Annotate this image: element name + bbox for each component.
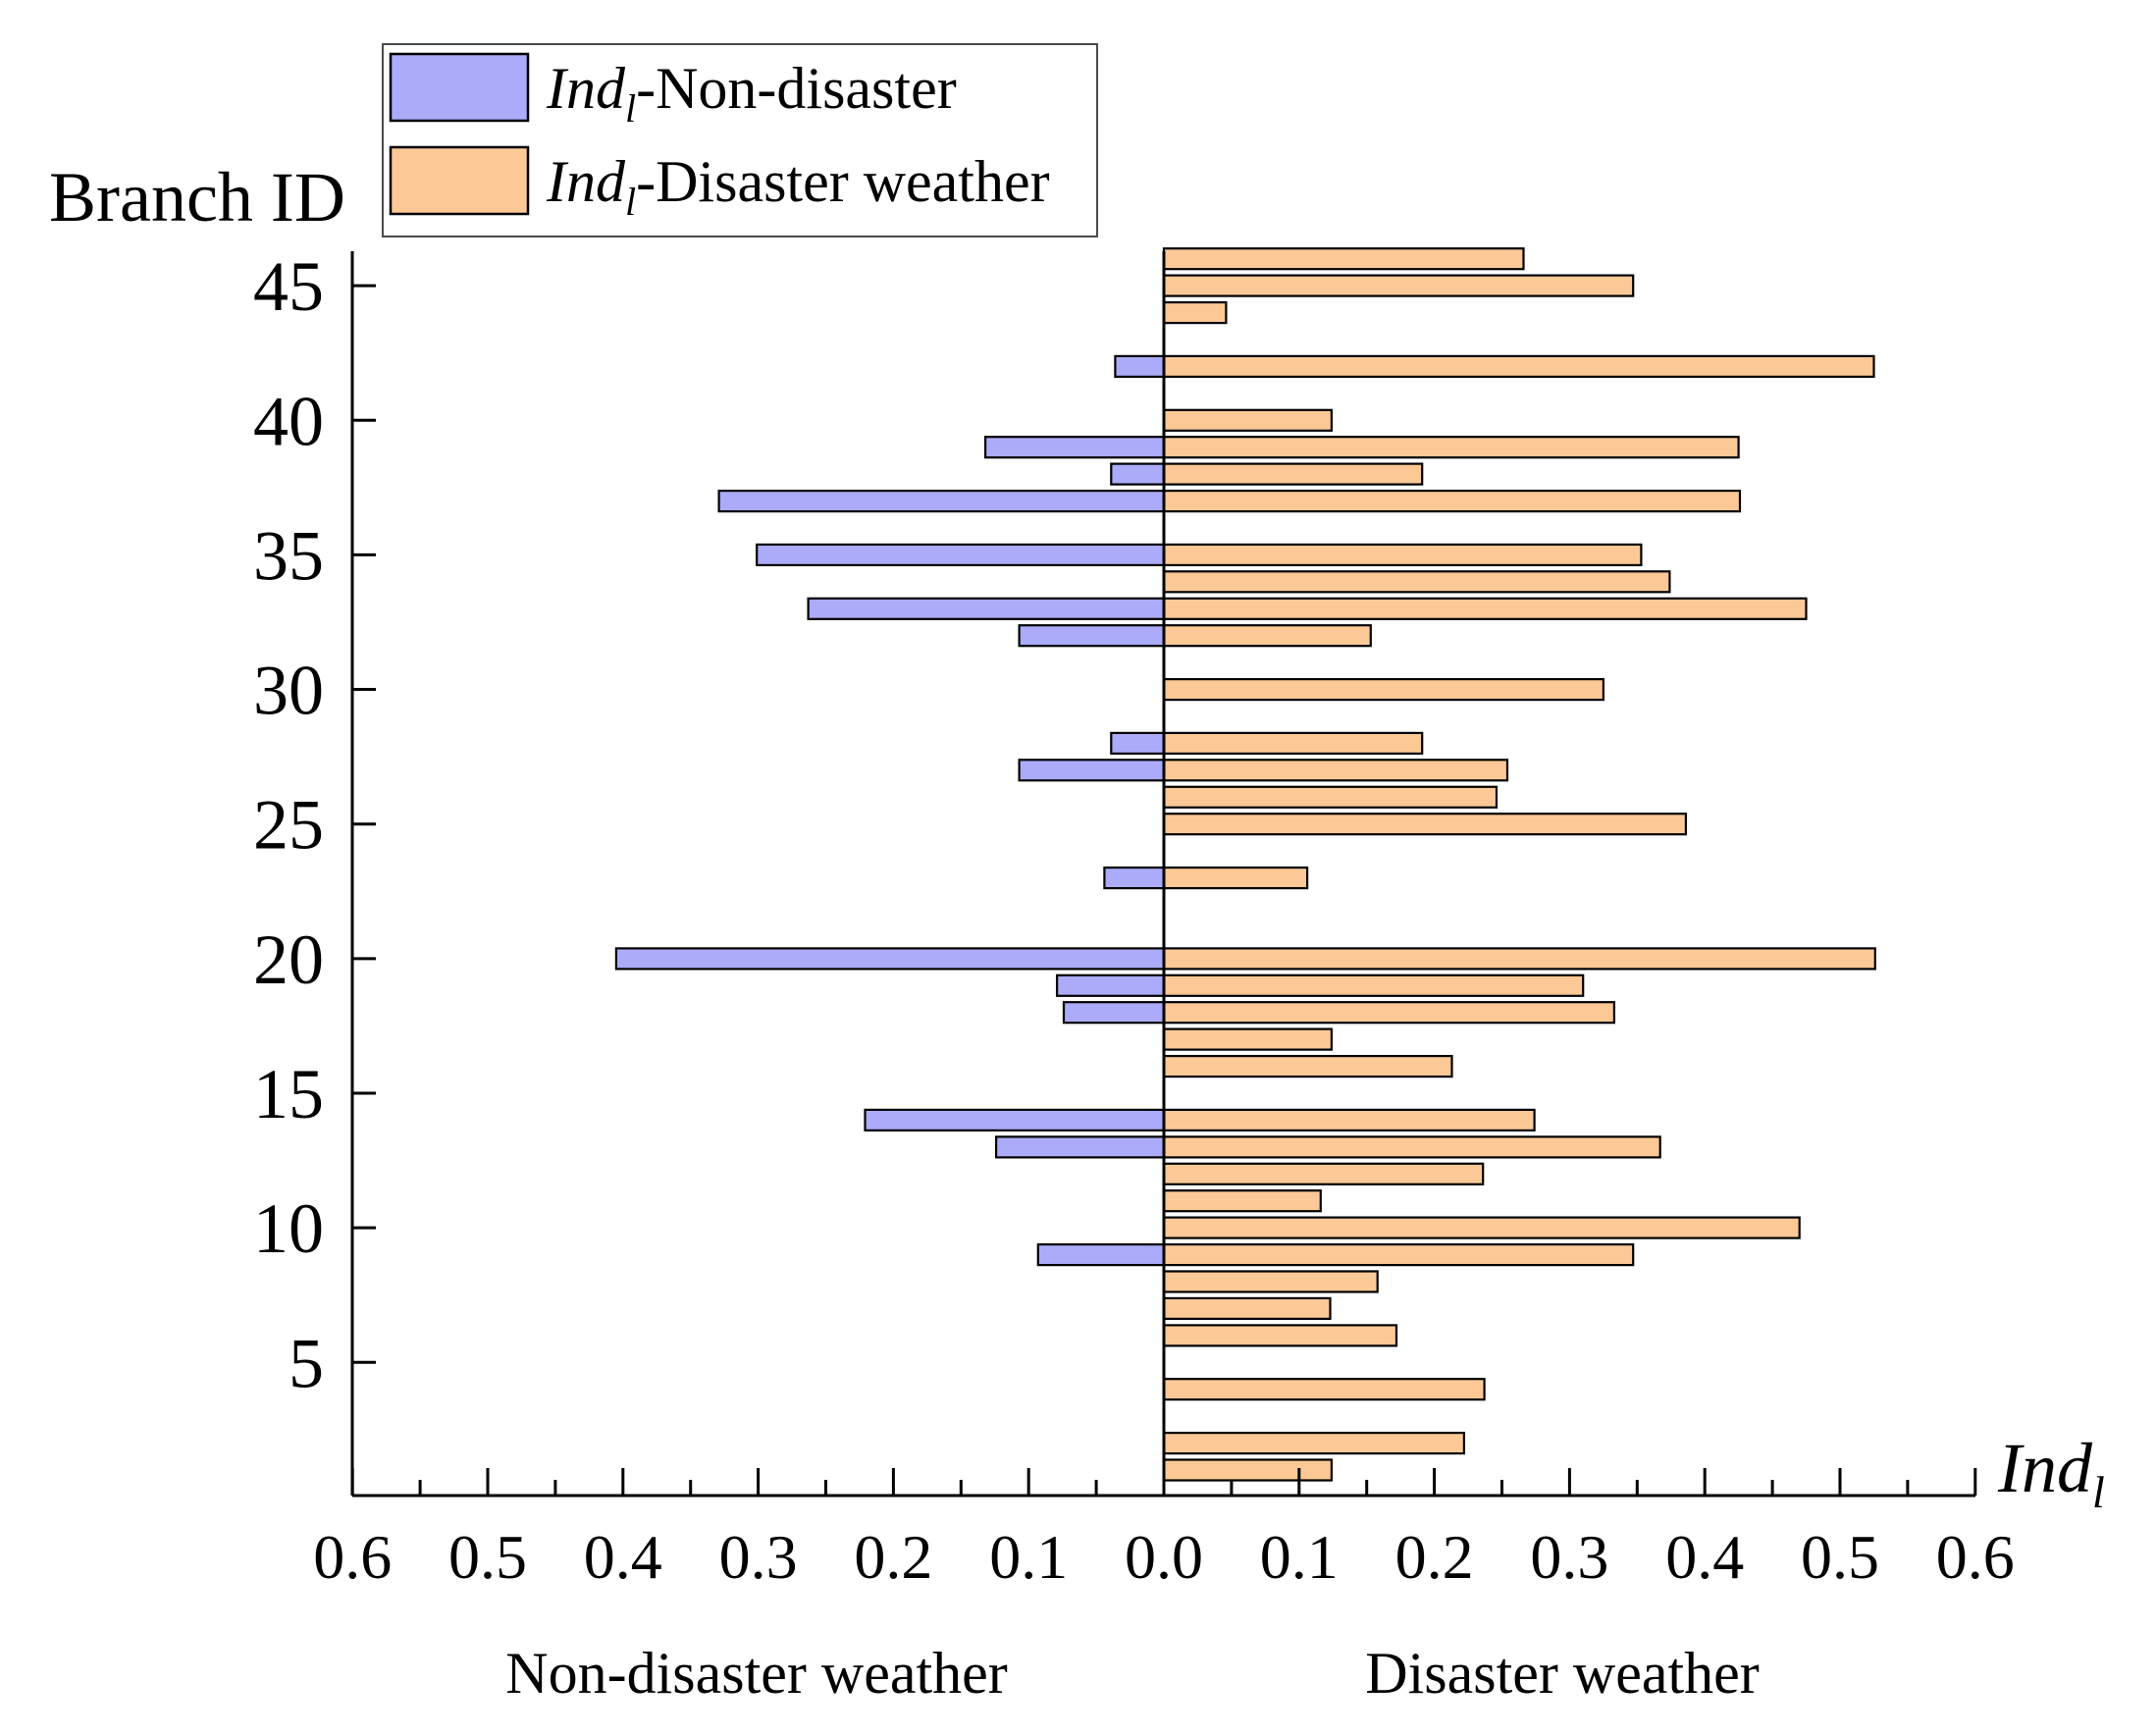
bar-disaster-38: [1162, 462, 1424, 486]
x-axis-title-sub: l: [2092, 1467, 2105, 1517]
bar-non-disaster-20: [614, 947, 1166, 971]
x-tick-label-0: 0.6: [313, 1522, 392, 1592]
bar-disaster-13: [1162, 1135, 1661, 1159]
x-axis-title-main: Ind: [1997, 1429, 2093, 1507]
x-tick-label-12: 0.6: [1936, 1522, 2015, 1592]
x-axis-title: Indl: [1997, 1429, 2105, 1517]
y-tick-label-25: 25: [253, 786, 324, 865]
bar-disaster-9: [1162, 1242, 1635, 1267]
y-tick-label-30: 30: [253, 652, 324, 730]
bar-non-disaster-42: [1114, 354, 1166, 378]
bar-disaster-23: [1162, 866, 1309, 890]
bar-non-disaster-19: [1055, 973, 1166, 997]
ticks-layer: 5 10 15 20 25 30 35 40 45 0.6 0.5 0.4 0.3 0.2 0.1 0.0 0.…: [253, 247, 2015, 1592]
bar-non-disaster-37: [717, 490, 1166, 513]
bar-disaster-26: [1162, 785, 1499, 809]
bar-non-disaster-28: [1110, 731, 1166, 756]
y-tick-label-45: 45: [253, 247, 324, 326]
bar-disaster-10: [1162, 1216, 1801, 1239]
legend-label-non-disaster-rest: -Non-disaster: [636, 56, 957, 121]
legend-label-non-disaster: Indl-Non-disaster: [546, 56, 957, 131]
x-tick-label-1: 0.5: [448, 1522, 527, 1592]
bar-non-disaster-13: [994, 1135, 1166, 1159]
legend: Indl-Non-disaster Indl-Disaster weather: [382, 43, 1098, 237]
x-tick-label-11: 0.5: [1801, 1522, 1879, 1592]
bar-disaster-20: [1162, 947, 1876, 971]
bar-disaster-45: [1162, 274, 1635, 297]
bar-disaster-16: [1162, 1054, 1453, 1078]
bar-disaster-37: [1162, 490, 1742, 513]
x-side-label-right: Disaster weather: [1365, 1641, 1760, 1706]
legend-swatch-non-disaster: [389, 52, 530, 123]
legend-label-non-disaster-main: Ind: [546, 56, 626, 121]
bar-non-disaster-38: [1110, 462, 1166, 486]
bar-disaster-8: [1162, 1270, 1379, 1293]
legend-swatch-disaster: [389, 145, 530, 216]
bar-non-disaster-27: [1018, 759, 1166, 782]
bar-non-disaster-33: [807, 597, 1166, 620]
legend-label-disaster-main: Ind: [546, 149, 626, 214]
bar-non-disaster-23: [1103, 866, 1166, 890]
bar-disaster-28: [1162, 731, 1424, 756]
bar-disaster-1: [1162, 1458, 1333, 1482]
x-tick-label-3: 0.3: [719, 1522, 798, 1592]
bar-disaster-32: [1162, 624, 1372, 648]
y-tick-label-20: 20: [253, 920, 324, 999]
bar-non-disaster-39: [983, 436, 1166, 459]
bar-disaster-6: [1162, 1324, 1398, 1347]
x-tick-label-9: 0.3: [1530, 1522, 1608, 1592]
bar-disaster-34: [1162, 570, 1671, 594]
bar-disaster-44: [1162, 301, 1228, 325]
bar-disaster-42: [1162, 354, 1875, 378]
legend-label-disaster-rest: -Disaster weather: [636, 149, 1049, 214]
bar-disaster-7: [1162, 1296, 1332, 1321]
bar-disaster-11: [1162, 1189, 1322, 1213]
x-tick-label-10: 0.4: [1665, 1522, 1744, 1592]
bar-disaster-35: [1162, 543, 1643, 567]
y-tick-label-15: 15: [253, 1055, 324, 1133]
legend-label-disaster-sub: l: [625, 180, 636, 224]
bar-disaster-4: [1162, 1378, 1486, 1401]
bar-non-disaster-32: [1018, 624, 1166, 648]
x-tick-label-6: 0.0: [1125, 1522, 1203, 1592]
x-tick-label-7: 0.1: [1260, 1522, 1339, 1592]
bar-disaster-18: [1162, 1001, 1615, 1025]
bar-disaster-25: [1162, 813, 1688, 836]
bar-disaster-27: [1162, 759, 1509, 782]
bar-disaster-39: [1162, 436, 1740, 459]
legend-label-disaster: Indl-Disaster weather: [546, 149, 1050, 224]
bar-disaster-40: [1162, 408, 1333, 432]
y-tick-label-40: 40: [253, 382, 324, 460]
bar-disaster-2: [1162, 1431, 1465, 1455]
y-tick-label-35: 35: [253, 516, 324, 595]
bar-disaster-30: [1162, 677, 1604, 702]
bars-layer: [614, 247, 1876, 1482]
bar-disaster-17: [1162, 1027, 1333, 1051]
bar-non-disaster-9: [1036, 1242, 1166, 1267]
bar-disaster-33: [1162, 597, 1808, 620]
bar-disaster-12: [1162, 1162, 1485, 1185]
x-tick-label-8: 0.2: [1395, 1522, 1474, 1592]
bar-non-disaster-18: [1062, 1001, 1166, 1025]
y-tick-label-5: 5: [289, 1324, 324, 1402]
bar-non-disaster-35: [756, 543, 1166, 567]
x-side-label-left: Non-disaster weather: [505, 1641, 1007, 1706]
x-tick-label-2: 0.4: [584, 1522, 662, 1592]
x-tick-label-5: 0.1: [989, 1522, 1068, 1592]
bar-non-disaster-14: [864, 1108, 1166, 1132]
y-axis-title: Branch ID: [49, 158, 345, 237]
legend-label-non-disaster-sub: l: [625, 86, 636, 131]
bar-disaster-14: [1162, 1108, 1536, 1132]
y-tick-label-10: 10: [253, 1189, 324, 1268]
x-tick-label-4: 0.2: [854, 1522, 932, 1592]
bar-disaster-19: [1162, 973, 1585, 997]
bar-disaster-46: [1162, 247, 1525, 271]
